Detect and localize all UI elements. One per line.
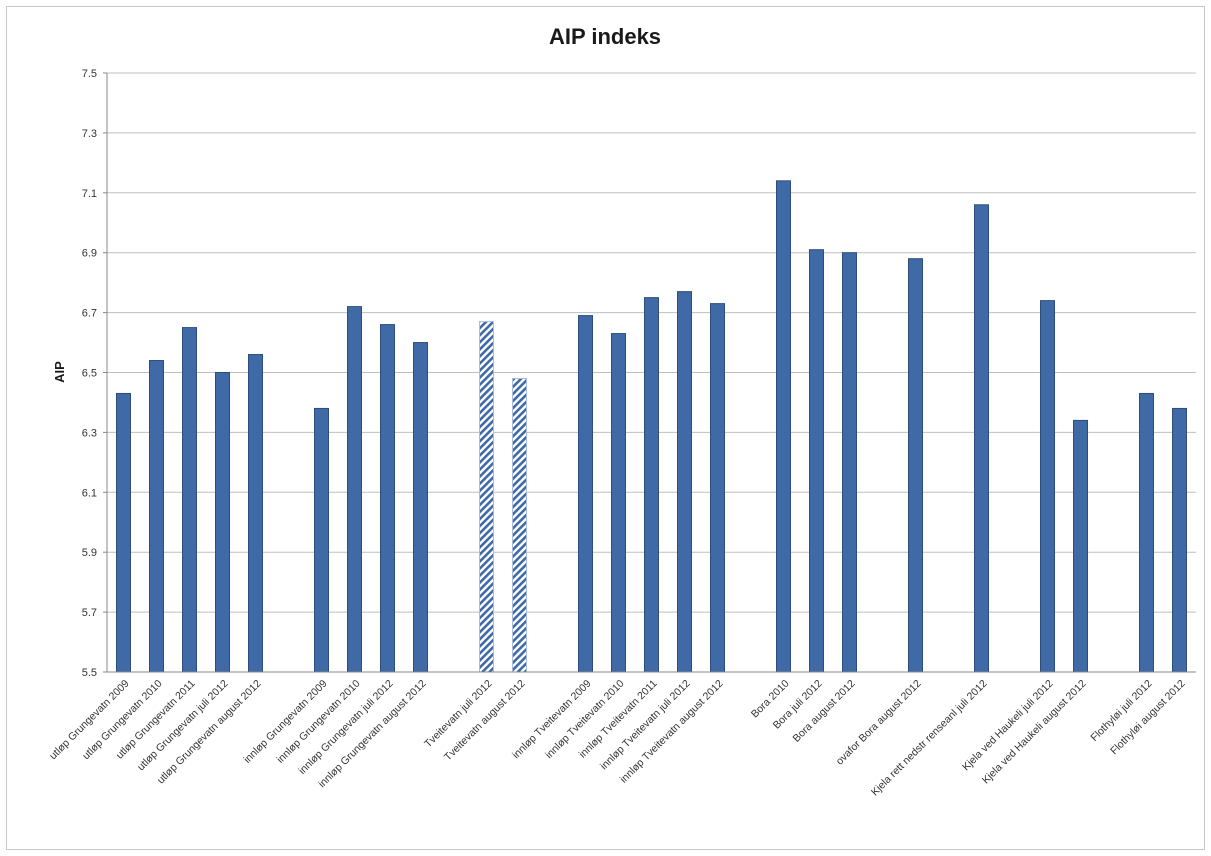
bar [1073,419,1088,673]
bar [380,324,395,673]
bar [842,252,857,673]
y-tick-label: 7.3 [82,128,97,140]
y-tick-label: 5.7 [82,607,97,619]
y-tick-label: 6.5 [82,368,97,380]
y-tick-label: 6.1 [82,487,97,499]
bar [578,315,593,673]
chart-frame [6,6,1205,850]
y-axis-ticks: 5.5 5.7 5.9 6.1 6.3 6.5 6.7 6.9 7.1 7.3 7.5 [82,68,107,679]
bar [644,297,659,673]
bar [248,354,263,673]
x-axis [106,73,1196,673]
bar [974,204,989,673]
x-tick-label: Bora august 2012 [791,678,858,745]
y-tick-label: 5.9 [82,547,97,559]
bar [611,333,626,673]
bar [677,291,692,673]
y-tick-label: 6.3 [82,427,97,439]
bar [347,306,362,673]
y-tick-label: 5.5 [82,667,97,679]
y-tick-label: 7.5 [82,68,97,80]
bar [116,392,131,673]
bar [479,321,494,673]
y-tick-label: 7.1 [82,188,97,200]
y-tick-label: 6.7 [82,308,97,320]
bar [314,407,329,673]
bar [149,360,164,673]
bar [710,303,725,673]
bar [182,327,197,673]
bar [1139,392,1154,673]
bar [1040,300,1055,673]
chart-title: AIP indeks [549,24,661,49]
bar [776,180,791,673]
bar [215,372,230,673]
bars [116,180,1187,673]
bar [1172,407,1187,673]
bar [809,249,824,673]
y-tick-label: 6.9 [82,248,97,260]
bar [908,258,923,673]
bar [512,377,527,673]
bar [413,342,428,673]
x-tick-label: Kjela rett nedstr renseanl juli 2012 [869,678,990,799]
y-axis-label: AIP [52,361,67,383]
